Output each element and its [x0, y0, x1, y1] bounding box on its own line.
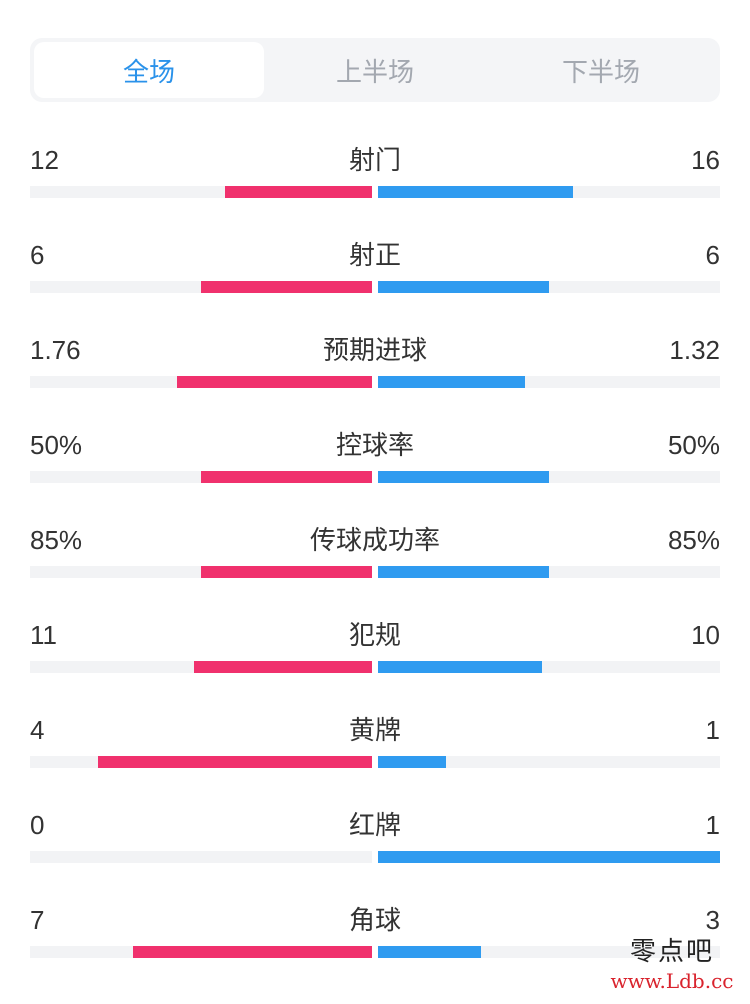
home-value: 11: [30, 620, 57, 650]
away-value: 1.32: [669, 335, 720, 365]
home-bar-track: [30, 946, 372, 958]
away-bar: [378, 376, 525, 388]
away-value: 1: [705, 810, 720, 840]
home-bar: [98, 756, 372, 768]
stat-label: 预期进球: [322, 335, 427, 365]
away-value: 6: [705, 240, 720, 270]
stat-row: 1.76 预期进球 1.32: [30, 330, 720, 425]
home-bar: [201, 281, 372, 293]
home-bar: [225, 186, 372, 198]
away-value: 85%: [667, 525, 720, 555]
home-value: 7: [30, 905, 45, 935]
home-value: 85%: [30, 525, 83, 555]
stat-row: 4 黄牌 1: [30, 710, 720, 805]
away-bar: [378, 661, 542, 673]
away-bar-track: [378, 946, 720, 958]
watermark-title: 零点吧: [629, 937, 714, 967]
home-value: 50%: [30, 430, 83, 460]
tab-first-half[interactable]: 上半场: [335, 56, 414, 87]
stat-label: 角球: [348, 905, 401, 935]
away-bar-track: [378, 471, 720, 483]
home-bar-track: [30, 566, 372, 578]
home-bar: [133, 946, 372, 958]
away-bar-track: [378, 566, 720, 578]
stat-row: 11 犯规 10: [30, 615, 720, 710]
away-bar-track: [378, 756, 720, 768]
away-value: 1: [705, 715, 720, 745]
away-bar-track: [378, 281, 720, 293]
stat-label: 黄牌: [348, 715, 401, 745]
home-value: 1.76: [30, 335, 81, 365]
home-bar: [194, 661, 372, 673]
home-value: 6: [30, 240, 45, 270]
home-bar: [201, 566, 372, 578]
stat-row: 85% 传球成功率 85%: [30, 520, 720, 615]
tab-second-half[interactable]: 下半场: [561, 56, 640, 87]
stat-row: 50% 控球率 50%: [30, 425, 720, 520]
tab-full-match[interactable]: 全场: [34, 42, 264, 98]
stat-label: 射正: [348, 240, 401, 270]
watermark-url: www.Ldb.cc: [610, 969, 734, 993]
stat-label: 射门: [348, 145, 401, 175]
away-bar: [378, 756, 446, 768]
away-bar-track: [378, 376, 720, 388]
watermark-logo: 零点吧 www.Ldb.cc: [602, 936, 742, 1000]
home-bar-track: [30, 756, 372, 768]
home-bar-track: [30, 661, 372, 673]
home-bar-track: [30, 471, 372, 483]
period-tabs: 全场 上半场 下半场: [30, 38, 720, 102]
stat-label: 传球成功率: [309, 525, 440, 555]
home-value: 12: [30, 145, 59, 175]
away-bar: [378, 471, 549, 483]
away-value: 3: [705, 905, 720, 935]
away-bar: [378, 186, 573, 198]
away-value: 16: [691, 145, 720, 175]
away-value: 10: [691, 620, 720, 650]
stat-row: 7 角球 3: [30, 900, 720, 995]
away-bar: [378, 851, 720, 863]
away-bar-track: [378, 661, 720, 673]
away-bar: [378, 946, 481, 958]
home-bar: [201, 471, 372, 483]
away-bar-track: [378, 186, 720, 198]
home-bar-track: [30, 851, 372, 863]
home-bar-track: [30, 281, 372, 293]
stat-label: 犯规: [348, 620, 401, 650]
stat-label: 红牌: [348, 810, 401, 840]
stat-row: 6 射正 6: [30, 235, 720, 330]
away-bar: [378, 281, 549, 293]
stat-row: 0 红牌 1: [30, 805, 720, 900]
home-bar: [177, 376, 372, 388]
home-value: 4: [30, 715, 45, 745]
home-bar-track: [30, 376, 372, 388]
away-value: 50%: [667, 430, 720, 460]
home-bar-track: [30, 186, 372, 198]
away-bar-track: [378, 851, 720, 863]
stat-row: 12 射门 16: [30, 140, 720, 235]
stat-label: 控球率: [335, 430, 414, 460]
away-bar: [378, 566, 549, 578]
home-value: 0: [30, 810, 45, 840]
